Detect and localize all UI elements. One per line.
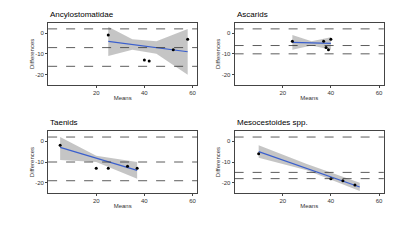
svg-text:20: 20	[279, 90, 286, 96]
svg-text:-10: -10	[35, 51, 44, 57]
svg-text:Taenids: Taenids	[50, 118, 78, 127]
svg-text:60: 60	[189, 198, 196, 204]
svg-text:Mesocestoides spp.: Mesocestoides spp.	[237, 118, 308, 127]
svg-text:-20: -20	[222, 180, 231, 186]
svg-text:20: 20	[93, 198, 100, 204]
svg-text:Differences: Differences	[215, 39, 221, 69]
svg-text:20: 20	[93, 90, 100, 96]
svg-text:Means: Means	[300, 203, 318, 209]
svg-text:Ascarids: Ascarids	[237, 10, 268, 19]
svg-text:0: 0	[227, 30, 231, 36]
svg-text:0: 0	[41, 138, 45, 144]
svg-text:40: 40	[328, 198, 335, 204]
svg-text:0: 0	[227, 138, 231, 144]
svg-text:-10: -10	[35, 159, 44, 165]
svg-text:20: 20	[279, 198, 286, 204]
svg-text:-10: -10	[222, 159, 231, 165]
svg-text:60: 60	[189, 90, 196, 96]
svg-text:60: 60	[376, 198, 383, 204]
svg-text:-20: -20	[35, 180, 44, 186]
svg-text:40: 40	[141, 90, 148, 96]
svg-text:0: 0	[41, 30, 45, 36]
svg-text:40: 40	[328, 90, 335, 96]
svg-text:40: 40	[141, 198, 148, 204]
svg-text:-20: -20	[222, 72, 231, 78]
svg-text:Differences: Differences	[29, 147, 35, 177]
svg-text:Means: Means	[300, 95, 318, 101]
svg-text:60: 60	[376, 90, 383, 96]
svg-text:Ancylostomatidae: Ancylostomatidae	[50, 10, 114, 19]
svg-text:-10: -10	[222, 51, 231, 57]
svg-text:Means: Means	[114, 95, 132, 101]
svg-text:Means: Means	[114, 203, 132, 209]
svg-text:-20: -20	[35, 72, 44, 78]
svg-text:Differences: Differences	[215, 147, 221, 177]
svg-text:Differences: Differences	[29, 39, 35, 69]
